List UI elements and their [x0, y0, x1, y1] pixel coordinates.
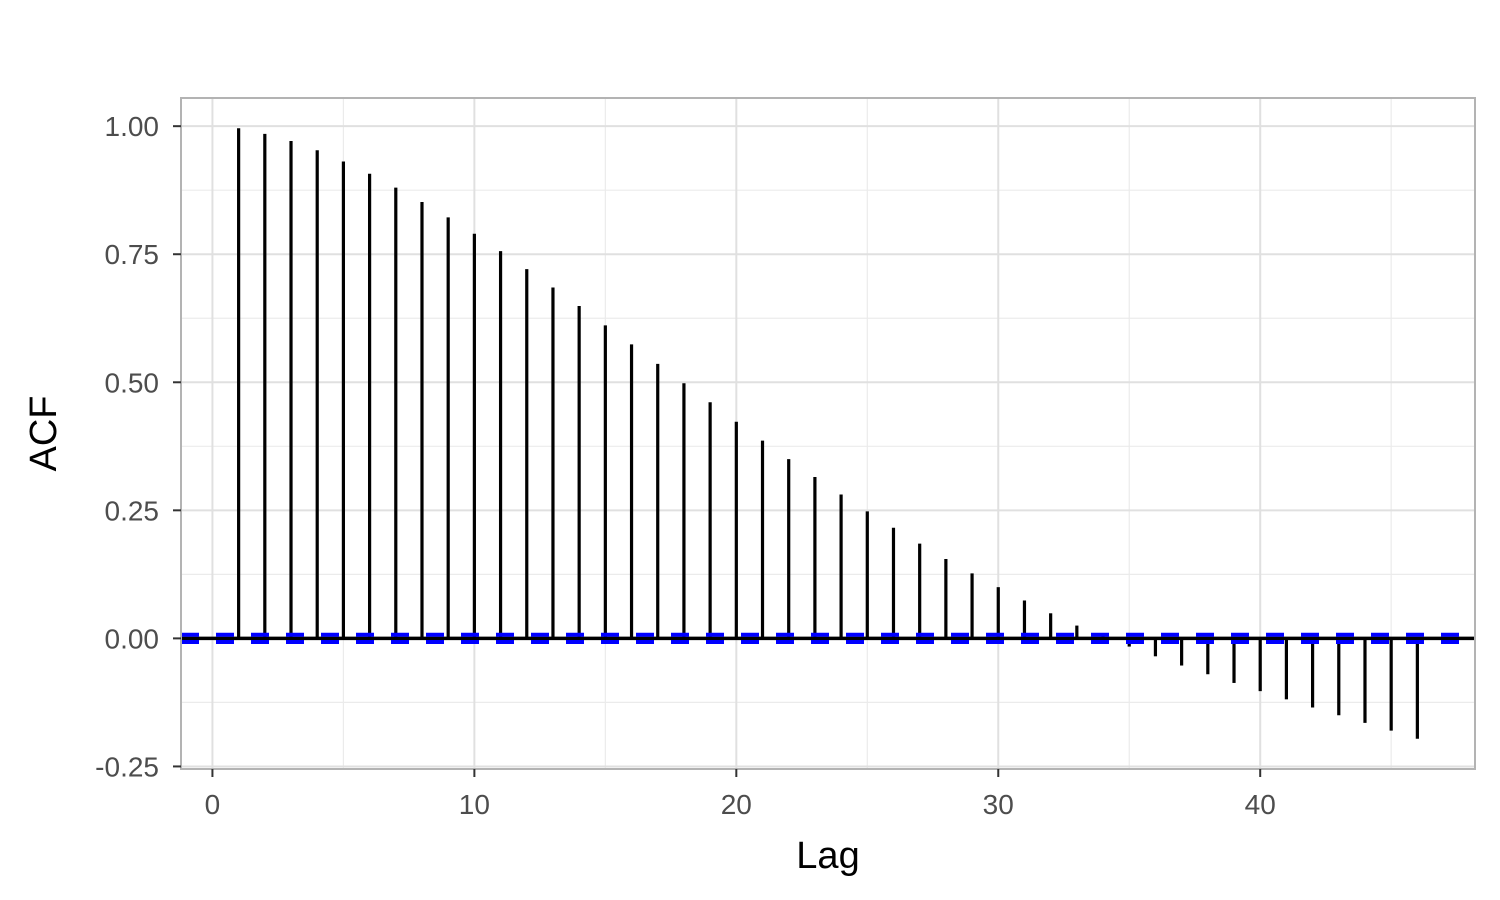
y-tick-label: -0.25 [95, 751, 159, 782]
y-tick-label: 1.00 [105, 111, 160, 142]
grid-lines [181, 98, 1475, 769]
panel-border [180, 97, 1476, 770]
x-tick-label: 20 [721, 789, 752, 820]
acf-bars [237, 128, 1419, 739]
y-axis-title: ACF [23, 396, 65, 472]
axis-ticks: -0.25 0.00 0.25 0.50 0.75 1.00 0 10 20 30 40 [95, 111, 1276, 820]
y-tick-label: 0.25 [105, 495, 160, 526]
reference-lines [181, 632, 1475, 644]
y-tick-label: 0.75 [105, 239, 160, 270]
x-axis-title: Lag [796, 835, 859, 877]
y-tick-label: 0.00 [105, 623, 160, 654]
x-tick-label: 10 [459, 789, 490, 820]
x-tick-label: 0 [205, 789, 221, 820]
x-tick-label: 30 [983, 789, 1014, 820]
x-tick-label: 40 [1245, 789, 1276, 820]
y-tick-label: 0.50 [105, 367, 160, 398]
